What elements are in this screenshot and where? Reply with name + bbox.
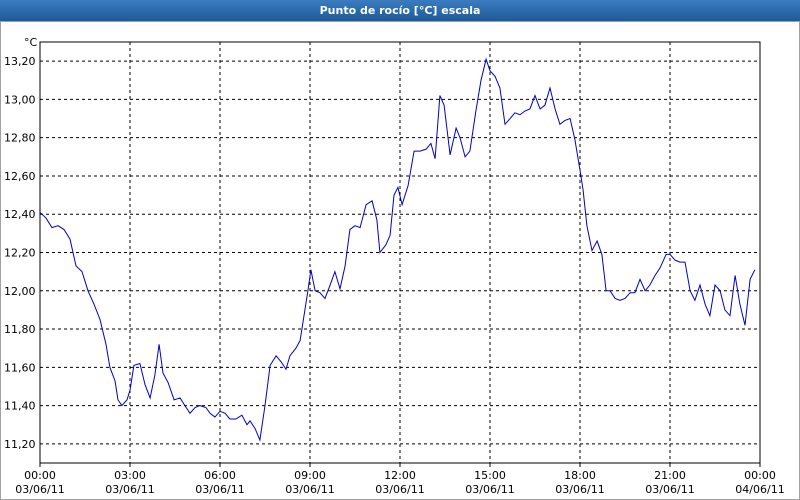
x-tick-label: 12:00 03/06/11 — [375, 469, 424, 496]
x-tick-label-line: 03/06/11 — [465, 483, 514, 496]
x-tick-label: 03:00 03/06/11 — [105, 469, 154, 496]
x-tick-label: 18:00 03/06/11 — [555, 469, 604, 496]
x-tick-label-line: 03/06/11 — [555, 483, 604, 496]
x-tick-label-line: 03/06/11 — [285, 483, 334, 496]
y-tick-label: 12,80 — [4, 132, 36, 145]
y-tick-label: 11,40 — [4, 400, 36, 413]
x-tick-label-line: 06:00 — [204, 469, 236, 482]
x-tick-label-line: 21:00 — [654, 469, 686, 482]
x-tick-label-line: 03/06/11 — [105, 483, 154, 496]
chart: °C 11,20 11,40 11,60 11,80 12,00 12,20 12,40 12… — [0, 21, 800, 500]
plot-border — [39, 41, 761, 464]
x-tick-label-line: 04/06/11 — [735, 483, 784, 496]
x-tick-label: 15:00 03/06/11 — [465, 469, 514, 496]
x-tick-label: 00:00 04/06/11 — [735, 469, 784, 496]
window-title: Punto de rocío [°C] escala — [0, 0, 800, 21]
x-tick-label: 00:00 03/06/11 — [15, 469, 64, 496]
x-tick-label: 09:00 03/06/11 — [285, 469, 334, 496]
y-tick-label: 12,40 — [4, 208, 36, 221]
y-tick-label: 13,20 — [4, 55, 36, 68]
x-tick-label-line: 09:00 — [294, 469, 326, 482]
y-tick-label: 11,80 — [4, 323, 36, 336]
x-tick-label: 06:00 03/06/11 — [195, 469, 244, 496]
x-tick-label: 21:00 03/06/11 — [645, 469, 694, 496]
y-unit: °C — [24, 36, 38, 49]
x-tick-label-line: 03/06/11 — [195, 483, 244, 496]
x-tick-label-line: 18:00 — [564, 469, 596, 482]
y-tick-label: 12,60 — [4, 170, 36, 183]
x-tick-label-line: 03/06/11 — [375, 483, 424, 496]
y-tick-label: 13,00 — [4, 93, 36, 106]
x-tick-label-line: 00:00 — [744, 469, 776, 482]
x-tick-label-line: 03/06/11 — [645, 483, 694, 496]
x-tick-label-line: 12:00 — [384, 469, 416, 482]
y-tick-label: 11,60 — [4, 361, 36, 374]
y-tick-label: 12,20 — [4, 247, 36, 260]
x-tick-label-line: 03:00 — [114, 469, 146, 482]
x-tick-label-line: 03/06/11 — [15, 483, 64, 496]
x-tick-label-line: 00:00 — [24, 469, 56, 482]
data-line — [39, 57, 756, 442]
y-tick-label: 11,20 — [4, 438, 36, 451]
y-tick-label: 12,00 — [4, 285, 36, 298]
x-tick-label-line: 15:00 — [474, 469, 506, 482]
